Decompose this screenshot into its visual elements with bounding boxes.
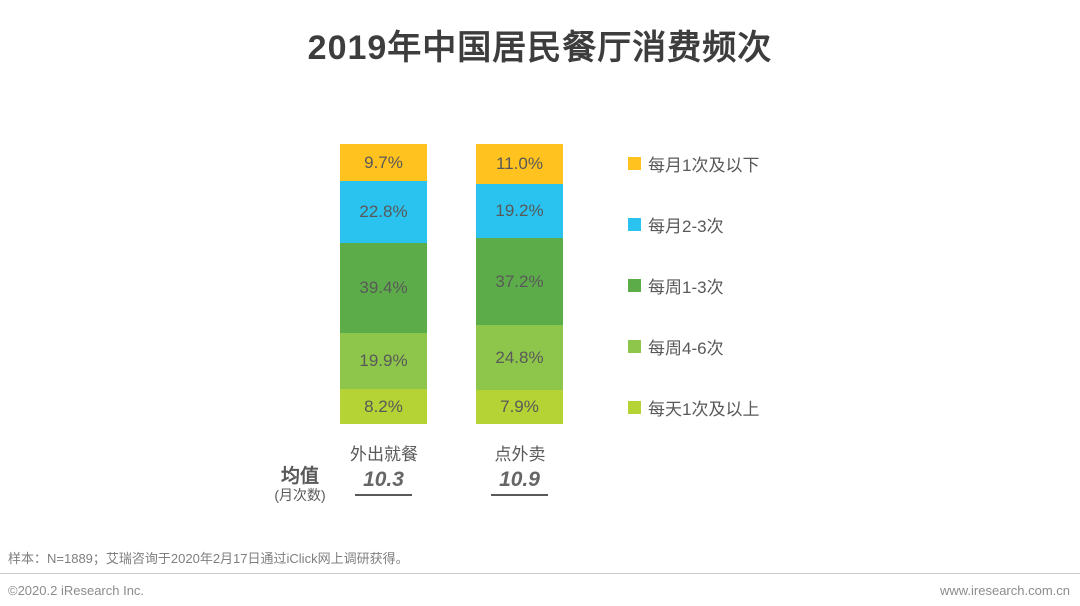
- legend-item: 每月1次及以下: [628, 152, 760, 175]
- bar-segment: 37.2%: [476, 238, 563, 326]
- legend-label: 每周1-3次: [648, 277, 724, 297]
- bar-segment: 19.9%: [340, 333, 427, 390]
- bar-takeout: 11.0% 19.2% 37.2% 24.8% 7.9%: [476, 144, 563, 424]
- legend-item: 每周1-3次: [628, 274, 759, 297]
- segment-value-label: 24.8%: [495, 347, 544, 367]
- mean-value-text: 10.3: [355, 468, 412, 496]
- segment-value-label: 7.9%: [500, 396, 539, 416]
- segment-value-label: 9.7%: [364, 152, 403, 172]
- bar-segment: 11.0%: [476, 144, 563, 184]
- footer-divider: [0, 573, 1080, 574]
- bar-segment: 19.2%: [476, 183, 563, 239]
- category-label-takeout: 点外卖: [494, 445, 546, 464]
- legend-swatch-icon: [628, 217, 641, 231]
- mean-value-takeout: 10.9: [476, 468, 563, 496]
- mean-label: 均值: [280, 466, 319, 487]
- legend-label: 每月2-3次: [648, 216, 724, 236]
- legend-swatch-icon: [628, 339, 641, 353]
- legend-item: 每月2-3次: [628, 213, 759, 236]
- segment-value-label: 22.8%: [359, 201, 408, 221]
- chart-legend: 每月1次及以下 每月2-3次 每周1-3次 每周4-6次每天1次及以上: [628, 152, 760, 419]
- segment-value-label: 19.2%: [495, 201, 544, 221]
- stacked-bar-chart: 9.7% 22.8% 39.4% 19.9% 8.2% 11.0% 19.2% 37.2% 2…: [340, 144, 563, 424]
- segment-value-label: 8.2%: [364, 396, 403, 416]
- segment-value-label: 37.2%: [495, 271, 544, 291]
- bar-segment: 22.8%: [340, 181, 427, 243]
- category-label-dine-out: 外出就餐: [350, 445, 418, 464]
- sample-note: 样本：N=1889；艾瑞咨询于2020年2月17日通过iClick网上调研获得。: [8, 551, 409, 566]
- segment-value-label: 19.9%: [359, 351, 408, 371]
- bar-segment: 39.4%: [340, 242, 427, 334]
- bar-segment: 24.8%: [476, 325, 563, 390]
- segment-value-label: 11.0%: [496, 153, 543, 173]
- bar-segment: 8.2%: [340, 389, 427, 424]
- legend-swatch-icon: [628, 400, 641, 414]
- bar-segment: 7.9%: [476, 389, 563, 424]
- legend-item: 每天1次及以上: [628, 396, 760, 419]
- legend-label: 每周4-6次: [648, 338, 724, 358]
- legend-swatch-icon: [628, 156, 641, 170]
- chart-title: 2019年中国居民餐厅消费频次: [307, 29, 773, 67]
- mean-sublabel: (月次数): [274, 487, 326, 503]
- legend-label: 每天1次及以上: [648, 399, 760, 419]
- website-link[interactable]: www.iresearch.com.cn: [939, 583, 1070, 598]
- mean-value-text: 10.9: [491, 468, 548, 496]
- legend-label: 每月1次及以下: [648, 155, 760, 175]
- legend-swatch-icon: [628, 278, 641, 292]
- legend-item: 每周4-6次: [628, 335, 759, 358]
- segment-value-label: 39.4%: [359, 277, 408, 297]
- bar-dine-out: 9.7% 22.8% 39.4% 19.9% 8.2%: [340, 144, 427, 424]
- copyright-text: ©2020.2 iResearch Inc.: [8, 583, 145, 598]
- mean-value-dine-out: 10.3: [340, 468, 427, 496]
- bar-segment: 9.7%: [340, 144, 427, 182]
